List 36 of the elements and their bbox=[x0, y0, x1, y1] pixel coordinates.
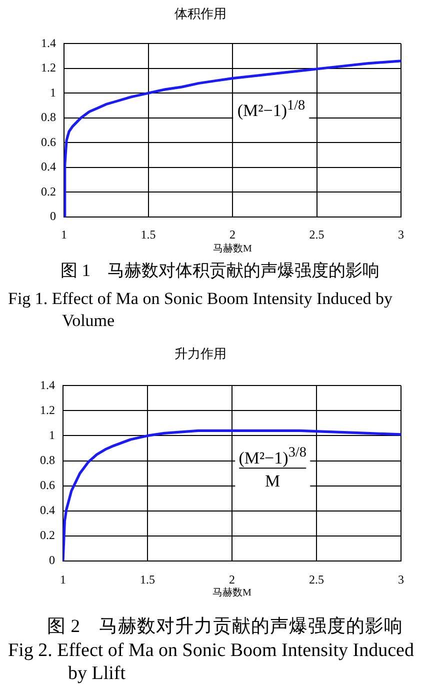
x-tick-label: 3 bbox=[398, 227, 404, 242]
chart-title: 升力作用 bbox=[174, 346, 226, 362]
x-axis-title: 马赫数M bbox=[212, 586, 252, 599]
y-tick-label: 1.2 bbox=[41, 60, 56, 75]
caption: 图 1 马赫数对体积贡献的声爆强度的影响 bbox=[60, 260, 380, 282]
x-axis-title: 马赫数M bbox=[213, 242, 252, 255]
y-tick-label: 1 bbox=[50, 85, 56, 100]
x-tick-label: 2 bbox=[230, 227, 236, 242]
caption: Fig 2. Effect of Ma on Sonic Boom Intensity Induced by Llift bbox=[8, 639, 415, 685]
x-tick-label: 2 bbox=[229, 572, 235, 586]
x-tick-label: 1.5 bbox=[140, 227, 156, 242]
y-tick-label: 0.8 bbox=[40, 452, 55, 467]
y-tick-label: 0.2 bbox=[40, 528, 55, 542]
caption: 图 2 马赫数对升力贡献的声爆强度的影响 bbox=[46, 616, 404, 639]
y-tick-label: 0 bbox=[49, 553, 55, 568]
x-tick-label: 3 bbox=[398, 572, 404, 586]
y-tick-label: 0 bbox=[50, 209, 56, 224]
x-tick-label: 2.5 bbox=[309, 572, 324, 586]
x-tick-label: 1 bbox=[61, 227, 67, 242]
y-tick-label: 1.4 bbox=[41, 36, 56, 50]
y-tick-label: 1 bbox=[49, 428, 55, 442]
annotation: (M²−1)$^{1/8}$ bbox=[237, 98, 306, 121]
x-tick-label: 2.5 bbox=[309, 227, 324, 242]
y-tick-label: 0.6 bbox=[41, 134, 56, 149]
y-tick-label: 0.4 bbox=[40, 503, 55, 518]
y-tick-label: 1.4 bbox=[40, 378, 55, 392]
x-tick-label: 1 bbox=[60, 572, 66, 586]
y-tick-label: 1.2 bbox=[40, 402, 55, 417]
y-tick-label: 0.6 bbox=[40, 478, 55, 492]
caption: Fig 1. Effect of Ma on Sonic Boom Intensity Induced by Volume bbox=[8, 288, 394, 332]
chart-title: 体积作用 bbox=[174, 6, 226, 22]
y-tick-label: 0.8 bbox=[41, 110, 56, 124]
annotation: (M²−1)$^{3/8}$ M bbox=[238, 444, 306, 492]
y-tick-label: 0.2 bbox=[41, 184, 56, 198]
y-tick-label: 0.4 bbox=[41, 160, 56, 174]
x-tick-label: 1.5 bbox=[140, 572, 155, 586]
